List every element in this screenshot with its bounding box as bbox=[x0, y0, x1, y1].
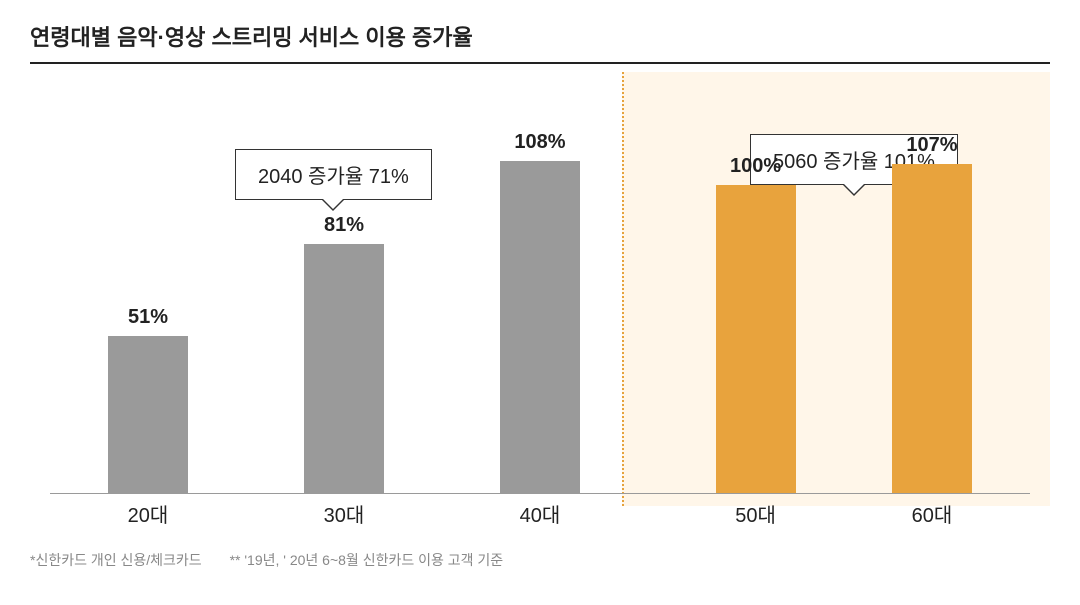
bar-value-label: 100% bbox=[716, 155, 796, 178]
bar-30: 81% 30대 bbox=[304, 244, 384, 493]
footnote-2: ** '19년, ' 20년 6~8월 신한카드 이용 고객 기준 bbox=[230, 552, 504, 568]
plot: 2040 증가율 71% 5060 증가율 101% 51% 20대 81% 3… bbox=[50, 94, 1030, 494]
bar-40: 108% 40대 bbox=[500, 161, 580, 493]
x-axis-label: 40대 bbox=[480, 499, 600, 528]
bar-50: 100% 50대 bbox=[716, 185, 796, 493]
bar-rect bbox=[892, 164, 972, 493]
footnote-1: *신한카드 개인 신용/체크카드 bbox=[30, 552, 202, 568]
x-axis-label: 50대 bbox=[696, 499, 816, 528]
bar-rect bbox=[108, 336, 188, 493]
bar-rect bbox=[500, 161, 580, 493]
bar-60: 107% 60대 bbox=[892, 164, 972, 493]
x-axis-label: 20대 bbox=[88, 499, 208, 528]
bar-value-label: 107% bbox=[892, 134, 972, 157]
bar-value-label: 108% bbox=[500, 131, 580, 154]
callout-2040: 2040 증가율 71% bbox=[235, 149, 432, 200]
x-axis-label: 30대 bbox=[284, 499, 404, 528]
bar-value-label: 51% bbox=[108, 306, 188, 329]
bar-rect bbox=[304, 244, 384, 493]
bar-value-label: 81% bbox=[304, 214, 384, 237]
chart-title: 연령대별 음악·영상 스트리밍 서비스 이용 증가율 bbox=[30, 20, 1050, 64]
chart-area: 2040 증가율 71% 5060 증가율 101% 51% 20대 81% 3… bbox=[30, 64, 1050, 544]
footnotes: *신한카드 개인 신용/체크카드 ** '19년, ' 20년 6~8월 신한카… bbox=[30, 550, 1050, 570]
bar-rect bbox=[716, 185, 796, 493]
bar-20: 51% 20대 bbox=[108, 336, 188, 493]
x-axis-label: 60대 bbox=[872, 499, 992, 528]
